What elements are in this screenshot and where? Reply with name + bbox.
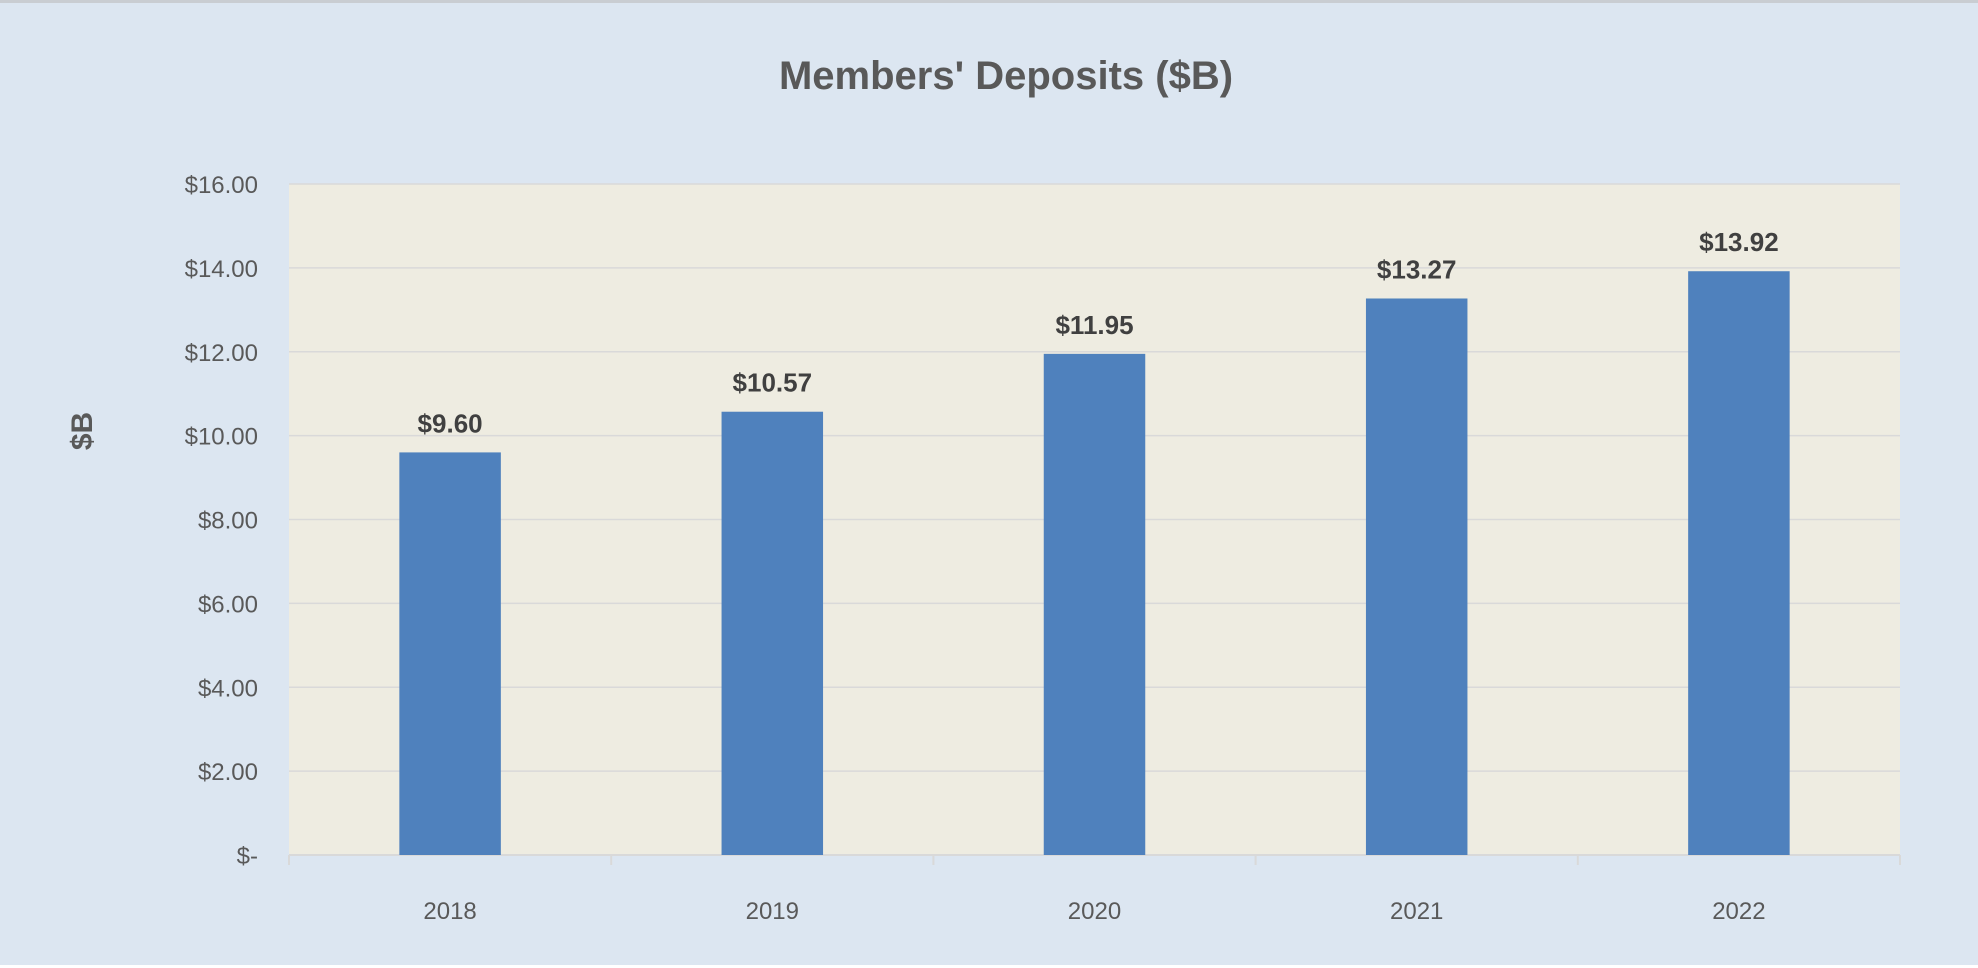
- y-axis-label: $B: [66, 412, 99, 450]
- y-tick-label: $16.00: [185, 172, 258, 199]
- y-tick-label: $4.00: [198, 675, 258, 702]
- data-label: $13.92: [1699, 227, 1779, 257]
- bar-chart: Members' Deposits ($B) $B $- $2.00 $4.00 $6…: [66, 54, 1901, 925]
- bar-2021: [1365, 298, 1468, 855]
- data-label: $13.27: [1377, 254, 1457, 284]
- y-tick-label: $14.00: [185, 256, 258, 283]
- x-tick-label: 2018: [423, 898, 476, 925]
- x-tick-label: 2020: [1068, 898, 1121, 925]
- x-tick-label: 2021: [1390, 898, 1443, 925]
- chart-title: Members' Deposits ($B): [779, 54, 1233, 98]
- y-tick-label: $2.00: [198, 759, 258, 786]
- y-tick-label: $6.00: [198, 591, 258, 618]
- y-tick-label: $12.00: [185, 340, 258, 367]
- x-tick-label: 2019: [746, 898, 799, 925]
- bar-2019: [721, 411, 824, 855]
- bar-2018: [399, 452, 501, 855]
- plot-area: $- $2.00 $4.00 $6.00 $8.00 $10.00 $12.00 $14.00…: [185, 172, 1901, 925]
- data-label: $11.95: [1055, 310, 1133, 340]
- y-tick-label: $10.00: [185, 424, 258, 451]
- bar-2020: [1043, 353, 1146, 855]
- x-tick-label: 2022: [1712, 898, 1765, 925]
- y-tick-label: $8.00: [198, 508, 258, 535]
- data-label: $9.60: [418, 408, 483, 438]
- bar-2022: [1688, 271, 1790, 856]
- data-label: $10.57: [733, 368, 813, 398]
- y-tick-label: $-: [237, 843, 258, 870]
